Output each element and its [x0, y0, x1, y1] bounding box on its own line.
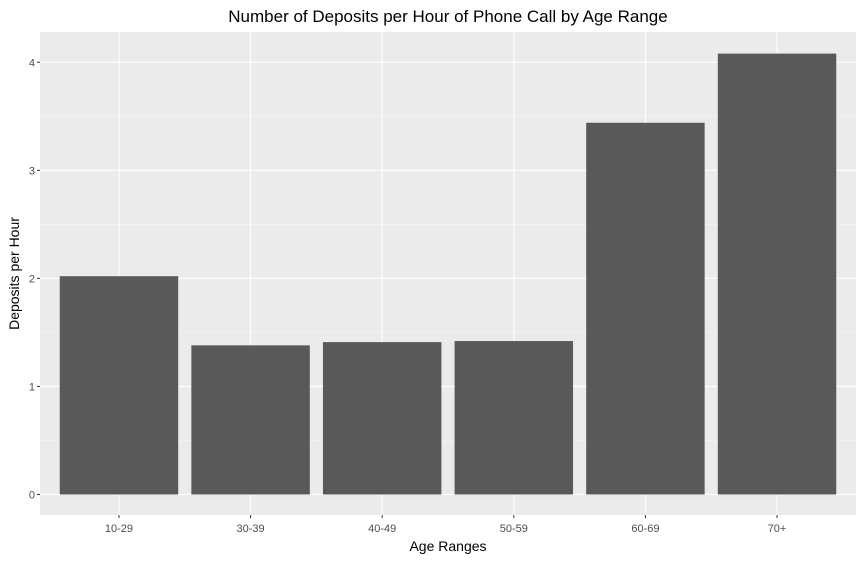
x-tick-label: 30-39: [237, 523, 265, 535]
y-tick-label: 0: [29, 489, 35, 501]
bar-50-59: [454, 341, 574, 495]
x-axis-title: Age Ranges: [409, 538, 486, 554]
y-axis-title: Deposits per Hour: [6, 217, 22, 330]
x-tick-label: 50-59: [500, 523, 528, 535]
bar-40-49: [322, 342, 442, 495]
y-axis-ticks: 0 1 2 3 4: [29, 57, 40, 501]
x-tick-label: 60-69: [631, 523, 659, 535]
bar-70+: [717, 53, 837, 495]
bar-10-29: [59, 276, 179, 495]
y-tick-label: 4: [29, 57, 35, 69]
x-tick-label: 70+: [768, 523, 787, 535]
x-tick-label: 10-29: [105, 523, 133, 535]
bars: [59, 53, 837, 495]
chart-title: Number of Deposits per Hour of Phone Cal…: [228, 7, 667, 26]
bar-30-39: [191, 345, 310, 495]
y-tick-label: 2: [29, 273, 35, 285]
y-tick-label: 3: [29, 165, 35, 177]
x-axis-ticks: 10-29 30-39 40-49 50-59 60-69 70+: [105, 515, 786, 535]
x-tick-label: 40-49: [368, 523, 396, 535]
y-tick-label: 1: [29, 381, 35, 393]
bar-60-69: [586, 122, 705, 495]
